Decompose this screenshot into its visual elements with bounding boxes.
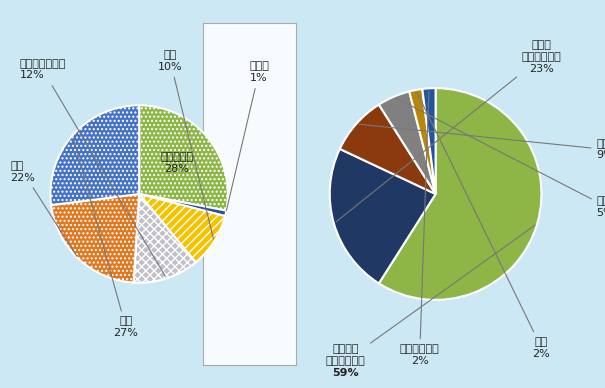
Wedge shape bbox=[379, 92, 436, 194]
Wedge shape bbox=[50, 105, 139, 205]
Wedge shape bbox=[409, 89, 436, 194]
Wedge shape bbox=[139, 194, 225, 262]
Text: 中型・
大型トラック
23%: 中型・ 大型トラック 23% bbox=[336, 40, 561, 222]
Wedge shape bbox=[139, 194, 226, 216]
Text: その他
1%: その他 1% bbox=[226, 61, 269, 211]
Text: 農業
10%: 農業 10% bbox=[158, 50, 214, 239]
Text: 発電
27%: 発電 27% bbox=[73, 138, 139, 338]
Text: 商業および住宅
12%: 商業および住宅 12% bbox=[19, 59, 165, 276]
Wedge shape bbox=[340, 105, 436, 194]
Text: 工業
22%: 工業 22% bbox=[10, 161, 77, 256]
Wedge shape bbox=[379, 88, 541, 300]
Wedge shape bbox=[422, 88, 436, 194]
Wedge shape bbox=[330, 149, 436, 283]
Text: 航空機
9%: 航空機 9% bbox=[359, 124, 605, 160]
Text: 鉄道
2%: 鉄道 2% bbox=[417, 92, 551, 359]
Text: その他
5%: その他 5% bbox=[396, 98, 605, 218]
Wedge shape bbox=[51, 194, 139, 282]
Wedge shape bbox=[139, 105, 228, 211]
Text: 乗用車・
小型トラック
59%: 乗用車・ 小型トラック 59% bbox=[325, 225, 535, 378]
Text: 船舶・ボート
2%: 船舶・ボート 2% bbox=[400, 91, 440, 366]
Wedge shape bbox=[134, 194, 195, 283]
Text: 交通・輸送
28%: 交通・輸送 28% bbox=[160, 152, 194, 174]
